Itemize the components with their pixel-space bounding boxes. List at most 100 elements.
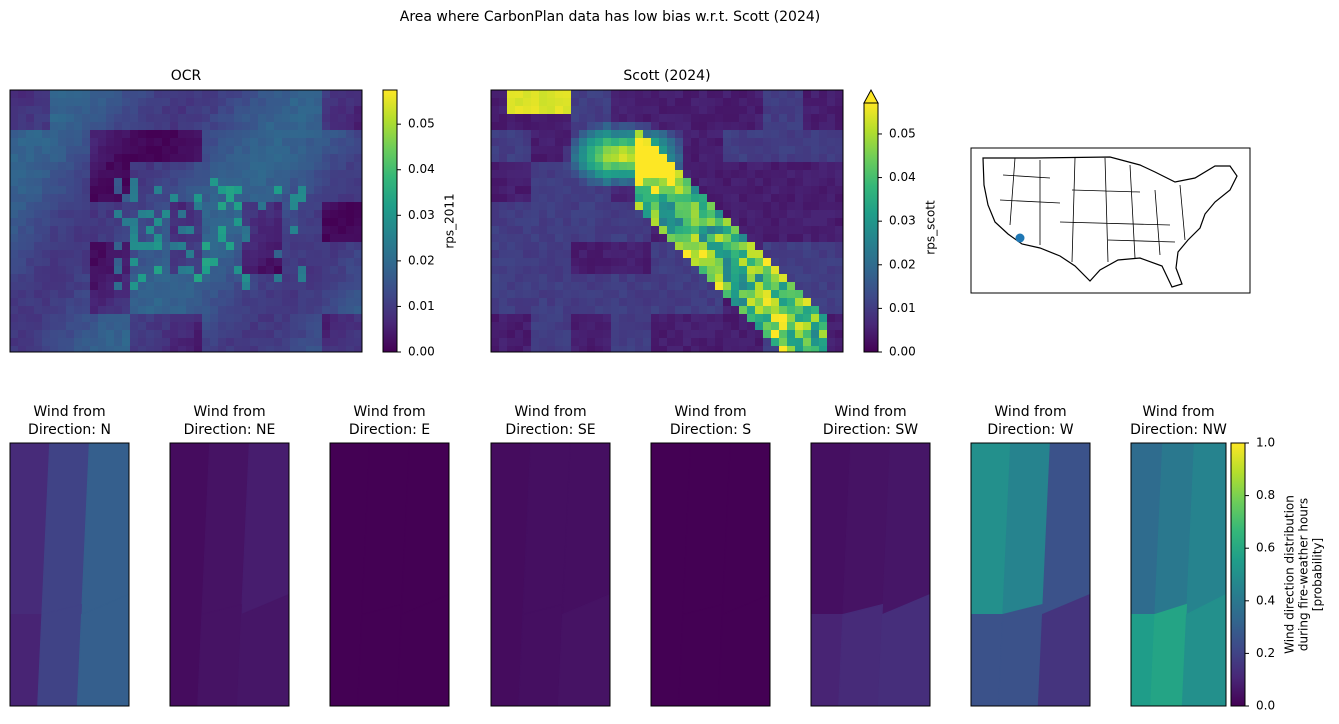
heatmap-cell [138, 130, 147, 139]
heatmap-cell [515, 178, 524, 187]
heatmap-cell [595, 298, 604, 307]
heatmap-cell [250, 138, 259, 147]
heatmap-cell [306, 98, 315, 107]
heatmap-cell [739, 154, 748, 163]
heatmap-cell [338, 218, 347, 227]
heatmap-cell [715, 218, 724, 227]
heatmap-cell [651, 274, 660, 283]
heatmap-cell [66, 202, 75, 211]
heatmap-cell [819, 146, 828, 155]
heatmap-cell [282, 202, 291, 211]
heatmap-cell [170, 306, 179, 315]
heatmap-cell [491, 250, 500, 259]
heatmap-cell [707, 122, 716, 131]
heatmap-cell [675, 162, 684, 171]
heatmap-cell [218, 298, 227, 307]
heatmap-cell [138, 242, 147, 251]
heatmap-cell [819, 274, 828, 283]
heatmap-cell [354, 90, 363, 99]
heatmap-cell [34, 106, 43, 115]
heatmap-cell [507, 226, 516, 235]
heatmap-cell [106, 234, 115, 243]
heatmap-cell [723, 114, 732, 123]
heatmap-cell [803, 346, 812, 353]
heatmap-cell [547, 162, 556, 171]
heatmap-cell [306, 290, 315, 299]
heatmap-cell [739, 170, 748, 179]
heatmap-cell [66, 314, 75, 323]
heatmap-cell [290, 146, 299, 155]
heatmap-cell [162, 170, 171, 179]
heatmap-cell [10, 210, 19, 219]
heatmap-cell [354, 154, 363, 163]
heatmap-cell [266, 242, 275, 251]
heatmap-cell [98, 186, 107, 195]
heatmap-cell [571, 274, 580, 283]
heatmap-cell [731, 146, 740, 155]
heatmap-cell [234, 186, 243, 195]
heatmap-cell [50, 194, 59, 203]
heatmap-cell [827, 114, 836, 123]
heatmap-cell [819, 226, 828, 235]
heatmap-cell [699, 114, 708, 123]
heatmap-cell [194, 218, 203, 227]
heatmap-cell [651, 178, 660, 187]
heatmap-cell [491, 194, 500, 203]
heatmap-cell [58, 250, 67, 259]
heatmap-cell [306, 266, 315, 275]
heatmap-cell [787, 258, 796, 267]
heatmap-cell [803, 90, 812, 99]
heatmap-cell [298, 274, 307, 283]
heatmap-cell [338, 226, 347, 235]
heatmap-cell [58, 138, 67, 147]
heatmap-cell [282, 298, 291, 307]
heatmap-cell [26, 138, 35, 147]
heatmap-cell [322, 154, 331, 163]
heatmap-cell [771, 322, 780, 331]
heatmap-cell [491, 306, 500, 315]
heatmap-cell [547, 210, 556, 219]
heatmap-cell [563, 170, 572, 179]
heatmap-cell [146, 306, 155, 315]
heatmap-cell [170, 194, 179, 203]
heatmap-cell [258, 114, 267, 123]
heatmap-cell [555, 194, 564, 203]
heatmap-cell [619, 114, 628, 123]
heatmap-cell [146, 186, 155, 195]
heatmap-cell [322, 266, 331, 275]
heatmap-cell [178, 266, 187, 275]
heatmap-cell [58, 218, 67, 227]
heatmap-cell [146, 122, 155, 131]
heatmap-cell [811, 266, 820, 275]
heatmap-cell [667, 170, 676, 179]
heatmap-cell [515, 306, 524, 315]
heatmap-cell [699, 162, 708, 171]
heatmap-cell [547, 202, 556, 211]
heatmap-cell [715, 290, 724, 299]
heatmap-cell [715, 210, 724, 219]
heatmap-cell [571, 346, 580, 353]
heatmap-cell [34, 138, 43, 147]
heatmap-cell [194, 186, 203, 195]
heatmap-cell [330, 298, 339, 307]
heatmap-cell [675, 266, 684, 275]
heatmap-cell [707, 274, 716, 283]
heatmap-cell [635, 202, 644, 211]
heatmap-cell [314, 242, 323, 251]
heatmap-cell [715, 98, 724, 107]
heatmap-cell [835, 250, 844, 259]
heatmap-cell [731, 234, 740, 243]
heatmap-cell [282, 306, 291, 315]
heatmap-cell [491, 138, 500, 147]
heatmap-cell [322, 322, 331, 331]
heatmap-cell [795, 346, 804, 353]
heatmap-cell [643, 306, 652, 315]
heatmap-cell [699, 218, 708, 227]
heatmap-cell [226, 314, 235, 323]
heatmap-cell [547, 194, 556, 203]
heatmap-cell [555, 114, 564, 123]
heatmap-cell [274, 250, 283, 259]
heatmap-cell [707, 106, 716, 115]
heatmap-cell [242, 138, 251, 147]
heatmap-cell [603, 322, 612, 331]
